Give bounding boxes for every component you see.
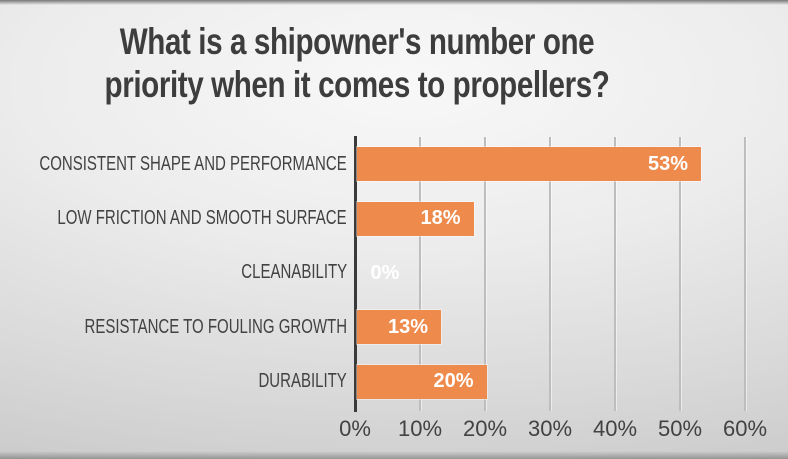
value-label: 53% bbox=[647, 152, 688, 175]
gridline-30% bbox=[549, 137, 551, 411]
category-label: LOW FRICTION AND SMOOTH SURFACE bbox=[57, 206, 347, 229]
category-row: LOW FRICTION AND SMOOTH SURFACE bbox=[0, 191, 347, 245]
category-label: RESISTANCE TO FOULING GROWTH bbox=[84, 315, 347, 338]
value-label: 13% bbox=[387, 315, 428, 338]
gridline-20% bbox=[484, 137, 486, 411]
x-tick-label-60%: 60% bbox=[722, 416, 768, 441]
value-axis: 0% 10% 20% 30% 40% 50% 60% bbox=[339, 416, 767, 446]
gridline-40% bbox=[614, 137, 616, 411]
slide-top-edge bbox=[0, 0, 788, 5]
slide-bottom-edge bbox=[0, 451, 788, 459]
plot-area: 53% 18% 0% 13% 20% bbox=[353, 136, 748, 412]
category-axis: CONSISTENT SHAPE AND PERFORMANCE LOW FRIC… bbox=[0, 137, 347, 409]
gridline-50% bbox=[679, 137, 681, 411]
x-tick-label-40%: 40% bbox=[592, 416, 638, 441]
category-row: DURABILITY bbox=[0, 355, 347, 409]
category-row: RESISTANCE TO FOULING GROWTH bbox=[0, 300, 347, 354]
bar-consistent-shape-and-performance: 53% bbox=[356, 147, 701, 182]
bar-durability: 20% bbox=[356, 364, 487, 399]
value-label: 20% bbox=[433, 370, 474, 393]
category-label: CLEANABILITY bbox=[241, 261, 347, 284]
category-label: CONSISTENT SHAPE AND PERFORMANCE bbox=[39, 152, 347, 175]
x-tick-label-20%: 20% bbox=[462, 416, 508, 441]
x-tick-label-0%: 0% bbox=[339, 416, 371, 441]
chart-title: What is a shipowner's number one priorit… bbox=[71, 20, 642, 106]
chart-title-line2: priority when it comes to propellers? bbox=[104, 64, 610, 105]
y-axis-line bbox=[353, 136, 357, 412]
x-tick-label-30%: 30% bbox=[527, 416, 573, 441]
value-label: 0% bbox=[370, 261, 400, 284]
x-tick-label-50%: 50% bbox=[657, 416, 703, 441]
value-label: 18% bbox=[420, 207, 461, 230]
bar-low-friction-and-smooth-surface: 18% bbox=[356, 201, 474, 236]
x-tick-label-10%: 10% bbox=[397, 416, 443, 441]
gridline-10% bbox=[419, 137, 421, 411]
chart-title-line1: What is a shipowner's number one bbox=[119, 21, 595, 62]
category-row: CONSISTENT SHAPE AND PERFORMANCE bbox=[0, 137, 347, 191]
gridline-60% bbox=[744, 137, 746, 411]
bar-resistance-to-fouling-growth: 13% bbox=[356, 310, 441, 345]
category-label: DURABILITY bbox=[258, 370, 347, 393]
category-row: CLEANABILITY bbox=[0, 246, 347, 300]
